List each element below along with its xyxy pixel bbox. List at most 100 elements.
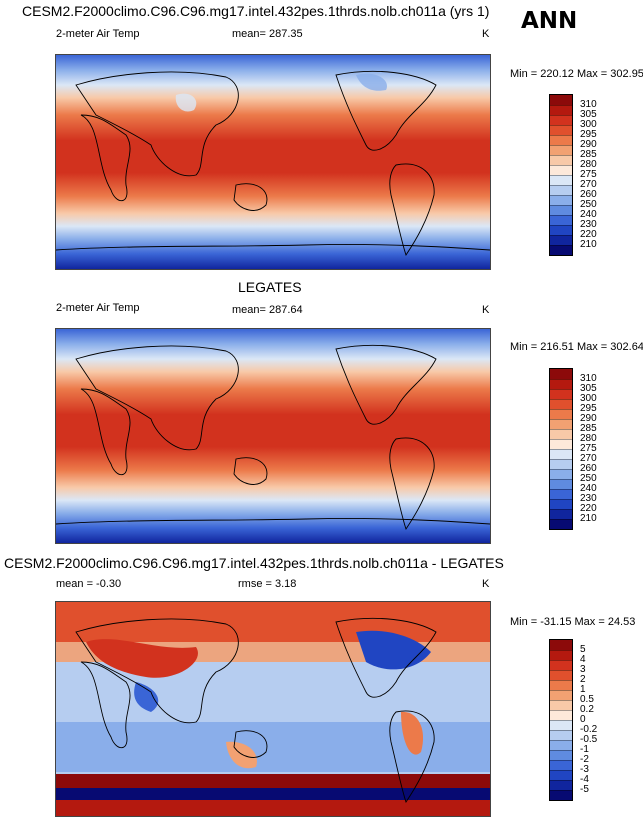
colorbar-label: 270 bbox=[580, 179, 597, 190]
panel2-map bbox=[55, 328, 491, 544]
colorbar-label: 285 bbox=[580, 149, 597, 160]
colorbar-swatch bbox=[550, 670, 572, 680]
panel2-units: K bbox=[482, 304, 490, 316]
colorbar-label: 210 bbox=[580, 513, 597, 524]
colorbar-label: 230 bbox=[580, 493, 597, 504]
colorbar-swatch bbox=[550, 449, 572, 459]
panel3-mean: mean = -0.30 bbox=[56, 578, 122, 590]
panel2-mean: mean= 287.64 bbox=[232, 304, 303, 316]
colorbar-swatch bbox=[550, 459, 572, 469]
colorbar-swatch bbox=[550, 720, 572, 730]
colorbar-swatch bbox=[550, 369, 572, 379]
colorbar-swatch bbox=[550, 155, 572, 165]
colorbar-swatch bbox=[550, 519, 572, 529]
colorbar-label: 4 bbox=[580, 654, 586, 665]
colorbar-swatch bbox=[550, 469, 572, 479]
panel2-title: LEGATES bbox=[238, 279, 302, 295]
colorbar-label: 290 bbox=[580, 413, 597, 424]
colorbar-label: -5 bbox=[580, 784, 589, 795]
colorbar-label: 260 bbox=[580, 189, 597, 200]
colorbar-label: 2 bbox=[580, 674, 586, 685]
colorbar-label: -0.5 bbox=[580, 734, 598, 745]
colorbar-swatch bbox=[550, 780, 572, 790]
colorbar-swatch bbox=[550, 489, 572, 499]
colorbar-swatch bbox=[550, 419, 572, 429]
colorbar-label: 275 bbox=[580, 169, 597, 180]
panel3-map-svg bbox=[56, 602, 490, 816]
colorbar-swatch bbox=[550, 680, 572, 690]
colorbar-swatch bbox=[550, 389, 572, 399]
colorbar-swatch bbox=[550, 700, 572, 710]
colorbar-label: -1 bbox=[580, 744, 589, 755]
colorbar-swatch bbox=[550, 165, 572, 175]
season-label: ANN bbox=[521, 8, 578, 34]
colorbar-swatch bbox=[550, 195, 572, 205]
colorbar-label: 5 bbox=[580, 644, 586, 655]
panel1-map-svg bbox=[56, 55, 490, 269]
colorbar-swatch bbox=[550, 790, 572, 800]
panel2-minmax: Min = 216.51 Max = 302.64 bbox=[510, 341, 643, 353]
colorbar-label: 300 bbox=[580, 393, 597, 404]
colorbar-label: 280 bbox=[580, 433, 597, 444]
colorbar-label: 240 bbox=[580, 483, 597, 494]
colorbar-label: 300 bbox=[580, 119, 597, 130]
colorbar-swatch bbox=[550, 740, 572, 750]
colorbar-label: 220 bbox=[580, 229, 597, 240]
colorbar-swatch bbox=[550, 379, 572, 389]
colorbar-label: 240 bbox=[580, 209, 597, 220]
colorbar-label: -0.2 bbox=[580, 724, 598, 735]
colorbar-label: 220 bbox=[580, 503, 597, 514]
panel2-variable: 2-meter Air Temp bbox=[56, 302, 140, 314]
colorbar-swatch bbox=[550, 125, 572, 135]
colorbar-label: 0.5 bbox=[580, 694, 594, 705]
colorbar-swatch bbox=[550, 499, 572, 509]
colorbar-swatch bbox=[550, 225, 572, 235]
colorbar-label: 260 bbox=[580, 463, 597, 474]
colorbar-label: 295 bbox=[580, 403, 597, 414]
colorbar-swatch bbox=[550, 640, 572, 650]
colorbar-label: 310 bbox=[580, 99, 597, 110]
colorbar-label: 230 bbox=[580, 219, 597, 230]
colorbar-swatch bbox=[550, 770, 572, 780]
colorbar-label: 290 bbox=[580, 139, 597, 150]
panel1-units: K bbox=[482, 28, 490, 40]
colorbar-label: 285 bbox=[580, 423, 597, 434]
colorbar-swatch bbox=[550, 399, 572, 409]
colorbar-swatch bbox=[550, 409, 572, 419]
colorbar-swatch bbox=[550, 135, 572, 145]
colorbar-label: -2 bbox=[580, 754, 589, 765]
panel3-title: CESM2.F2000climo.C96.C96.mg17.intel.432p… bbox=[4, 555, 504, 571]
colorbar-label: 250 bbox=[580, 473, 597, 484]
colorbar-swatch bbox=[550, 205, 572, 215]
panel3-colorbar: 5 4 3 2 1 0.5 0.2 0 -0.2 -0.5 -1 -2 -3 -4 -5 bbox=[549, 639, 597, 801]
colorbar-swatch bbox=[550, 95, 572, 105]
colorbar-swatch bbox=[550, 235, 572, 245]
panel1-colorbar: 310 305 300 295 290 285 280 275 270 260 250 240 230 2… bbox=[549, 94, 597, 256]
colorbar-swatch bbox=[550, 185, 572, 195]
colorbar-swatch bbox=[550, 760, 572, 770]
colorbar-label: 310 bbox=[580, 373, 597, 384]
colorbar-label: 0.2 bbox=[580, 704, 594, 715]
panel3-minmax: Min = -31.15 Max = 24.53 bbox=[510, 616, 636, 628]
colorbar-swatch bbox=[550, 429, 572, 439]
figure-title: CESM2.F2000climo.C96.C96.mg17.intel.432p… bbox=[22, 3, 490, 19]
colorbar-label: 0 bbox=[580, 714, 586, 725]
colorbar-label: 250 bbox=[580, 199, 597, 210]
colorbar-swatch bbox=[550, 730, 572, 740]
colorbar-swatch bbox=[550, 660, 572, 670]
colorbar-swatch bbox=[550, 710, 572, 720]
colorbar-label: 210 bbox=[580, 239, 597, 250]
colorbar-label: 280 bbox=[580, 159, 597, 170]
colorbar-swatch bbox=[550, 145, 572, 155]
colorbar-swatch bbox=[550, 115, 572, 125]
panel2-map-svg bbox=[56, 329, 490, 543]
colorbar-label: -3 bbox=[580, 764, 589, 775]
colorbar-swatch bbox=[550, 690, 572, 700]
colorbar-swatch bbox=[550, 175, 572, 185]
colorbar-label: 270 bbox=[580, 453, 597, 464]
panel1-map bbox=[55, 54, 491, 270]
panel3-rmse: rmse = 3.18 bbox=[238, 578, 297, 590]
panel3-units: K bbox=[482, 578, 490, 590]
colorbar-swatch bbox=[550, 509, 572, 519]
panel3-map bbox=[55, 601, 491, 817]
